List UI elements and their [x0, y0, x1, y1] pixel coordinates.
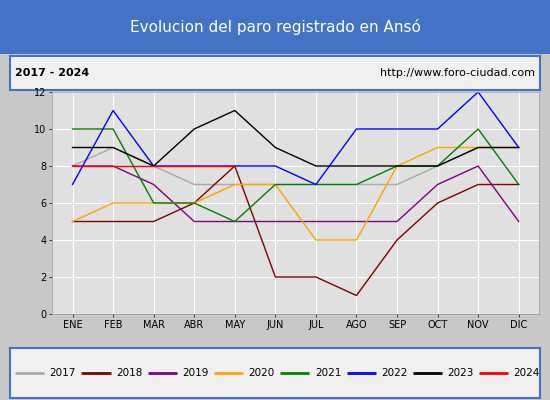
Text: 2022: 2022 [381, 368, 408, 378]
Text: 2017 - 2024: 2017 - 2024 [15, 68, 90, 78]
Text: 2021: 2021 [315, 368, 341, 378]
Text: http://www.foro-ciudad.com: http://www.foro-ciudad.com [380, 68, 535, 78]
Text: 2018: 2018 [116, 368, 142, 378]
Text: 2020: 2020 [249, 368, 275, 378]
Text: 2024: 2024 [514, 368, 540, 378]
Text: Evolucion del paro registrado en Ansó: Evolucion del paro registrado en Ansó [130, 19, 420, 35]
Text: 2023: 2023 [447, 368, 474, 378]
Text: 2017: 2017 [50, 368, 76, 378]
Text: 2019: 2019 [182, 368, 208, 378]
